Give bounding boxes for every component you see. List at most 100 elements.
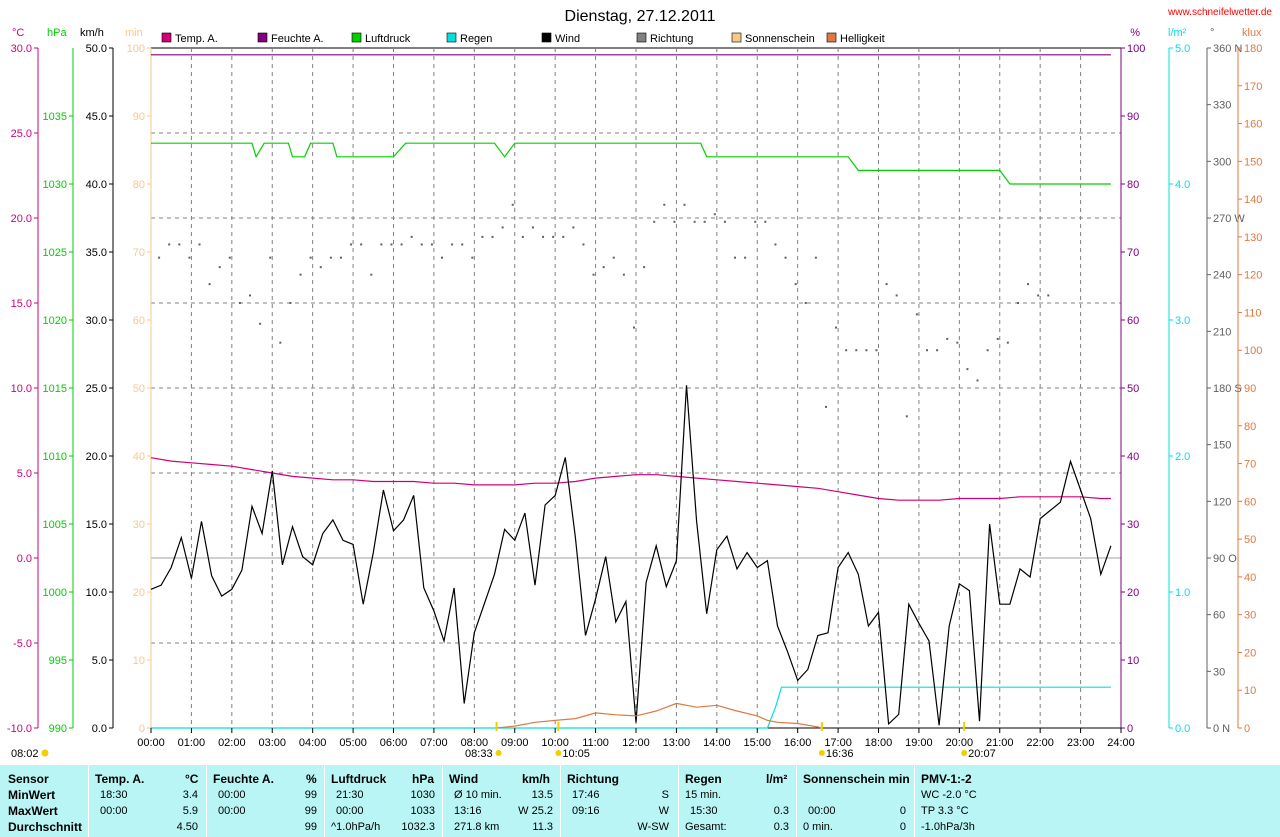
sun-tick-label: 10 xyxy=(133,655,145,667)
humidity-avg-value: 99 xyxy=(304,821,317,833)
x-tick-label: 12:00 xyxy=(622,737,650,749)
wind-header: Wind xyxy=(449,772,479,786)
direction-point xyxy=(572,226,575,229)
x-tick-label: 04:00 xyxy=(299,737,327,749)
humidity-tick-label: 100 xyxy=(1127,43,1145,55)
direction-point xyxy=(653,220,656,223)
temp-tick-label: 0.0 xyxy=(17,553,32,565)
brightness-tick-label: 60 xyxy=(1244,496,1256,508)
direction-point xyxy=(744,256,747,259)
sun-icon xyxy=(818,750,825,756)
legend-square-icon xyxy=(731,32,742,43)
direction-point xyxy=(451,243,454,246)
sun-marker-label: 08:33 xyxy=(465,748,493,760)
direction-point xyxy=(1047,294,1050,297)
humidity-unit: % xyxy=(306,772,317,786)
x-axis: 00:00 01:00 02:00 03:00 04:00 05:00 06:00 07:00… xyxy=(137,728,1135,749)
pmv-pressure-trend: -1.0hPa/3h xyxy=(921,821,975,833)
temp-tick-label: 5.0 xyxy=(17,468,32,480)
direction-point xyxy=(521,235,524,238)
direction-point xyxy=(259,322,262,325)
wind-unit-label: km/h xyxy=(80,27,104,39)
humidity-min-time: 00:00 xyxy=(218,789,246,801)
rain-line xyxy=(151,686,1111,729)
x-tick-label: 16:00 xyxy=(784,737,812,749)
direction-point xyxy=(865,349,868,352)
wind-tick-label: 25.0 xyxy=(86,383,107,395)
direction-point xyxy=(794,283,797,286)
humidity-min-value: 99 xyxy=(304,789,317,801)
direction-point xyxy=(885,283,888,286)
direction-point xyxy=(905,415,908,418)
sun-tick-label: 80 xyxy=(133,179,145,191)
sun-icon xyxy=(555,750,562,756)
direction-point xyxy=(764,220,767,223)
temp-tick-label: 30.0 xyxy=(11,43,32,55)
pmv-windchill: WC -2.0 °C xyxy=(921,789,977,801)
wind-line xyxy=(150,385,1112,726)
direction-point xyxy=(683,203,686,206)
direction-max-value: W xyxy=(658,805,669,817)
direction-point xyxy=(814,256,817,259)
brightness-tick-label: 130 xyxy=(1244,232,1262,244)
direction-point xyxy=(835,326,838,329)
summary-table: Sensor MinWert MaxWert Durchschnitt Temp… xyxy=(0,765,1280,837)
pressure-tick-label: 1000 xyxy=(43,587,67,599)
rain-total-label: Gesamt: xyxy=(685,821,727,833)
humidity-max-value: 99 xyxy=(304,805,317,817)
chart-title: Dienstag, 27.12.2011 xyxy=(565,8,716,25)
direction-point xyxy=(299,273,302,276)
x-tick-label: 02:00 xyxy=(218,737,246,749)
direction-point xyxy=(875,349,878,352)
direction-min-value: S xyxy=(661,789,669,801)
brightness-tick-label: 100 xyxy=(1244,345,1262,357)
rain-unit: l/m² xyxy=(766,772,788,786)
x-tick-label: 17:00 xyxy=(824,737,852,749)
temp-unit-label: °C xyxy=(12,27,24,39)
pressure-tick-label: 1030 xyxy=(43,179,67,191)
legend-label: Luftdruck xyxy=(365,33,411,45)
axis-unit-labels: °C hPa km/h min% l/m² ° klux xyxy=(12,27,1262,39)
sun-tick-label: 90 xyxy=(133,111,145,123)
direction-tick-label: 300 xyxy=(1213,156,1231,168)
direction-point xyxy=(956,341,959,344)
direction-tick-label: 150 xyxy=(1213,440,1231,452)
direction-point xyxy=(926,349,928,352)
website-label[interactable]: www.schneifelwetter.de xyxy=(1167,7,1272,18)
direction-point xyxy=(471,256,474,259)
direction-point xyxy=(936,349,939,352)
direction-point xyxy=(703,220,706,223)
wind-tick-label: 45.0 xyxy=(86,111,107,123)
sun-markers: 08:02 08:33 10:05 16:36 20:07 xyxy=(11,722,996,760)
x-tick-label: 08:00 xyxy=(461,737,489,749)
pmv-dewpoint: TP 3.3 °C xyxy=(921,805,969,817)
direction-point xyxy=(269,256,272,259)
wind-tick-label: 5.0 xyxy=(92,655,107,667)
sunshine-total-label: 0 min. xyxy=(803,821,833,833)
sun-tick-label: 0 xyxy=(139,723,145,735)
brightness-tick-label: 150 xyxy=(1244,156,1262,168)
direction-point xyxy=(430,243,433,246)
x-tick-label: 10:00 xyxy=(541,737,569,749)
temp-tick-label: -10.0 xyxy=(7,723,32,735)
direction-point xyxy=(249,294,252,297)
wind-tick-label: 50.0 xyxy=(86,43,107,55)
row-label-min: MinWert xyxy=(8,788,56,802)
pressure-tick-label: 995 xyxy=(49,655,67,667)
sun-icon xyxy=(495,750,502,756)
pressure-min-value: 1030 xyxy=(410,789,435,801)
brightness-tick-label: 40 xyxy=(1244,572,1256,584)
pressure-line xyxy=(151,142,1111,185)
humidity-tick-label: 10 xyxy=(1127,655,1139,667)
sun-unit-label: min xyxy=(125,27,143,39)
brightness-tick-label: 90 xyxy=(1244,383,1256,395)
direction-point xyxy=(996,337,999,340)
x-tick-label: 01:00 xyxy=(178,737,206,749)
pressure-unit-label: hPa xyxy=(47,27,67,39)
rain-tick-label: 5.0 xyxy=(1175,43,1190,55)
temp-max-value: 5.9 xyxy=(182,805,198,817)
axes: -10.0 -5.0 0.0 5.0 10.0 15.0 20.0 25.0 30.0 990 99… xyxy=(7,43,1262,735)
direction-point xyxy=(612,256,615,259)
humidity-max-time: 00:00 xyxy=(218,805,246,817)
legend-label: Richtung xyxy=(650,33,693,45)
